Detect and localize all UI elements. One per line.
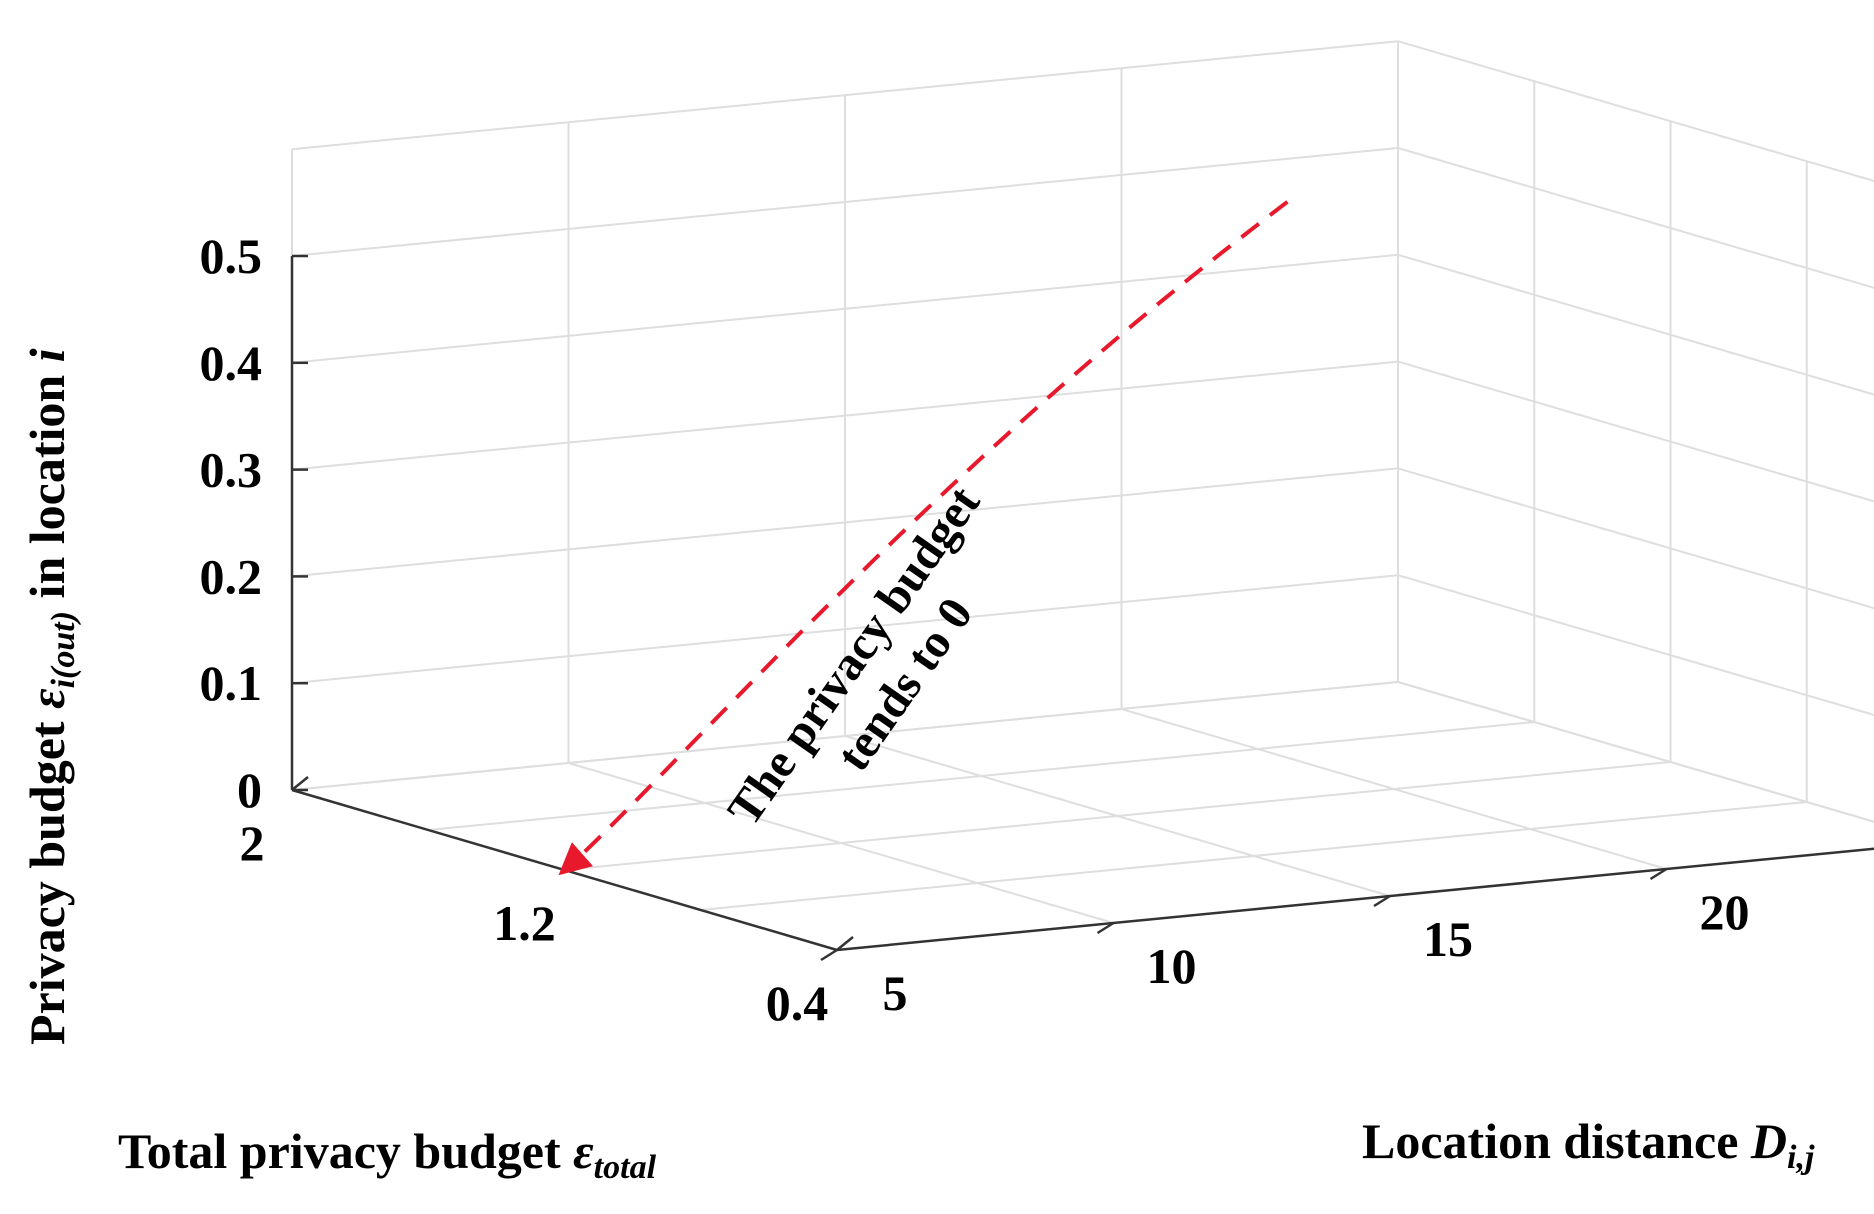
y-tick — [820, 948, 838, 962]
grid-line — [1397, 467, 1874, 610]
grid-line — [428, 721, 1535, 831]
surface-plot — [292, 790, 824, 946]
y-tick-label: 10 — [1147, 938, 1197, 994]
z-axis-label: Privacy budget εi(out) in location i — [19, 348, 82, 1045]
z-tick-label: 0.2 — [200, 548, 263, 604]
grid-line — [700, 801, 1807, 911]
y-tick-label: 5 — [883, 965, 908, 1021]
grid-line — [1397, 147, 1874, 289]
y-tick-label: 15 — [1423, 911, 1473, 967]
x-axis-label: Total privacy budget εtotal — [118, 1123, 657, 1186]
z-tick-label: 0.4 — [200, 335, 263, 391]
grid-lines — [291, 40, 1874, 951]
y-tick — [1649, 867, 1668, 881]
grid-line — [1397, 574, 1874, 716]
annotation-arrow — [558, 200, 1289, 876]
z-tick-label: 0 — [237, 762, 262, 818]
x-tick — [291, 776, 309, 791]
z-tick-label: 0.3 — [200, 442, 263, 498]
tick-labels: 00.10.20.30.40.521.20.4510152025 — [200, 228, 1750, 1031]
y-tick — [1096, 921, 1115, 935]
grid-line — [1397, 40, 1874, 182]
grid-line — [1397, 360, 1874, 503]
x-tick-label: 2 — [240, 815, 265, 871]
grid-line — [564, 761, 1671, 871]
x-tick-label: 1.2 — [493, 895, 556, 951]
y-axis-label: Location distance Di,j — [1362, 1113, 1815, 1176]
z-tick-label: 0.1 — [200, 655, 263, 711]
grid-line — [291, 681, 1399, 791]
x-tick-label: 0.4 — [766, 975, 829, 1031]
y-tick — [1373, 894, 1391, 908]
x-tick — [836, 936, 854, 951]
grid-line — [1397, 253, 1874, 396]
axes — [290, 254, 1874, 962]
z-tick-label: 0.5 — [200, 228, 263, 284]
y-tick-label: 20 — [1700, 884, 1750, 940]
